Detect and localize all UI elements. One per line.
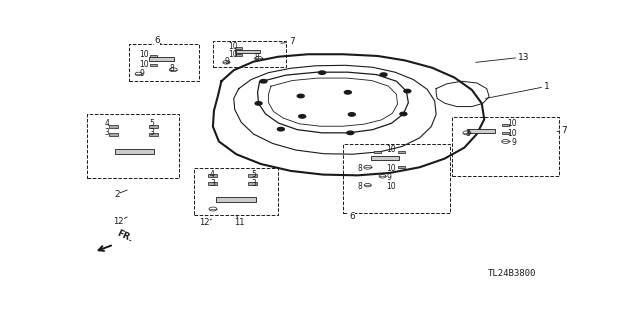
Bar (109, 125, 118, 128)
Bar (88, 115, 179, 178)
Circle shape (299, 115, 306, 118)
Bar (502, 123, 509, 126)
Text: 7: 7 (289, 37, 295, 47)
Text: 6: 6 (349, 212, 355, 221)
Text: 3: 3 (210, 179, 215, 188)
Text: 8: 8 (358, 182, 362, 191)
Text: TL24B3800: TL24B3800 (487, 269, 536, 278)
Text: 8: 8 (466, 129, 470, 138)
Text: 10: 10 (387, 145, 396, 154)
Text: 7: 7 (561, 126, 567, 135)
Text: 3: 3 (150, 128, 154, 137)
Text: 11: 11 (234, 219, 245, 227)
Bar (374, 151, 381, 153)
Bar (371, 156, 399, 160)
Circle shape (380, 73, 387, 76)
Bar (398, 151, 405, 153)
Bar (236, 47, 242, 49)
Bar (216, 197, 256, 202)
Text: 13: 13 (518, 53, 529, 62)
Text: 10: 10 (140, 60, 149, 69)
Text: 10: 10 (228, 42, 237, 51)
Bar (236, 54, 242, 56)
Bar (468, 130, 495, 133)
Bar (209, 174, 218, 177)
Bar (236, 50, 260, 53)
Text: 10: 10 (387, 164, 396, 173)
Circle shape (260, 79, 267, 83)
Bar (150, 57, 174, 61)
Text: 8: 8 (255, 53, 259, 62)
Circle shape (344, 91, 351, 94)
Text: FR.: FR. (116, 228, 134, 243)
Circle shape (297, 94, 304, 98)
Circle shape (255, 102, 262, 105)
Bar (194, 168, 278, 215)
Text: 10: 10 (508, 119, 517, 128)
Text: 1: 1 (544, 82, 550, 91)
Bar (343, 144, 449, 213)
Bar (129, 44, 199, 81)
Bar (115, 149, 154, 154)
Text: 10: 10 (228, 50, 237, 59)
Text: 6: 6 (154, 36, 160, 45)
Text: 9: 9 (140, 69, 145, 78)
Bar (150, 63, 157, 66)
Text: 9: 9 (511, 138, 516, 147)
Circle shape (319, 71, 326, 74)
Bar (452, 117, 559, 176)
Text: 12: 12 (113, 217, 124, 226)
Text: 4: 4 (210, 170, 215, 179)
Bar (248, 182, 257, 185)
Circle shape (347, 131, 354, 135)
Circle shape (400, 112, 407, 116)
Text: 8: 8 (358, 164, 362, 173)
Bar (209, 182, 218, 185)
Text: 10: 10 (508, 129, 517, 138)
Text: 10: 10 (387, 182, 396, 191)
Bar (213, 41, 286, 67)
Bar (149, 125, 158, 128)
Text: 5: 5 (150, 119, 154, 128)
Bar (398, 166, 405, 168)
Text: 9: 9 (225, 57, 230, 66)
Text: 9: 9 (387, 173, 392, 182)
Bar (149, 133, 158, 136)
Bar (109, 133, 118, 136)
Text: 8: 8 (169, 64, 174, 73)
Circle shape (404, 89, 411, 93)
Text: 3: 3 (105, 128, 109, 137)
Bar (502, 132, 509, 134)
Text: 10: 10 (140, 50, 149, 59)
Text: 3: 3 (251, 179, 256, 188)
Text: 4: 4 (105, 119, 109, 128)
Circle shape (277, 128, 284, 131)
Text: 12: 12 (199, 219, 209, 227)
Bar (150, 55, 157, 57)
Bar (248, 174, 257, 177)
Text: 5: 5 (251, 170, 256, 179)
Text: 2: 2 (115, 190, 120, 199)
Circle shape (348, 113, 355, 116)
